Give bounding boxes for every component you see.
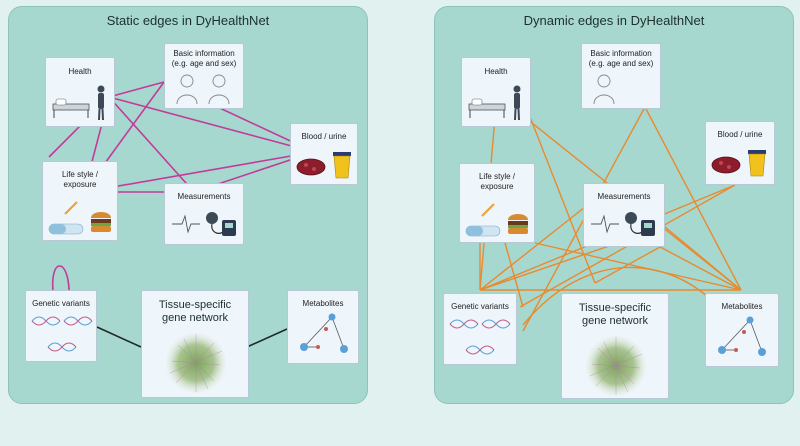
node-metabolites: Metabolites [287,290,359,364]
dna-icon [31,316,93,352]
molecule-icon [300,313,348,353]
panel-title: Dynamic edges in DyHealthNet [523,13,705,28]
hospital-bed-icon [468,85,521,121]
node-metabolites: Metabolites [705,293,779,367]
panel-title: Static edges in DyHealthNet [106,13,270,28]
node-genetic-variants: Genetic variants [25,290,97,362]
node-genetic-variants: Genetic variants [443,293,517,365]
node-measurements: Measurements [583,183,665,247]
node-lifestyle-exposure: Life style / exposure [459,163,535,243]
node-blood-urine: Blood / urine [290,123,358,185]
node-health: Health [45,57,115,127]
pill-icon [48,201,111,235]
gene-network-hairball-icon [166,333,226,393]
gene-network-hairball-icon [586,336,646,396]
node-basic-information: Basic information (e.g. age and sex) [164,43,244,109]
dna-icon [449,319,511,355]
node-health: Health [461,57,531,127]
node-tissue-gene-network: Tissue-specific gene network [141,290,249,398]
blood-sample-icon [711,150,766,177]
node-blood-urine: Blood / urine [705,121,775,185]
pill-icon [465,203,528,237]
molecule-icon [718,316,766,356]
hospital-bed-icon [52,85,105,121]
woman-silhouette-icon [176,74,230,105]
dynamic-edges-panel: Dynamic edges in DyHealthNet Health [434,6,794,404]
blood-sample-icon [296,152,351,179]
node-basic-information: Basic information (e.g. age and sex) [581,43,661,109]
node-tissue-gene-network: Tissue-specific gene network [561,293,669,399]
blood-pressure-monitor-icon [172,212,236,236]
static-edges-panel: Static edges in DyHealthNet Health [8,6,368,404]
node-measurements: Measurements [164,183,244,245]
node-lifestyle-exposure: Life style / exposure [42,161,118,241]
blood-pressure-monitor-icon [591,212,655,236]
woman-silhouette-icon [593,74,615,105]
